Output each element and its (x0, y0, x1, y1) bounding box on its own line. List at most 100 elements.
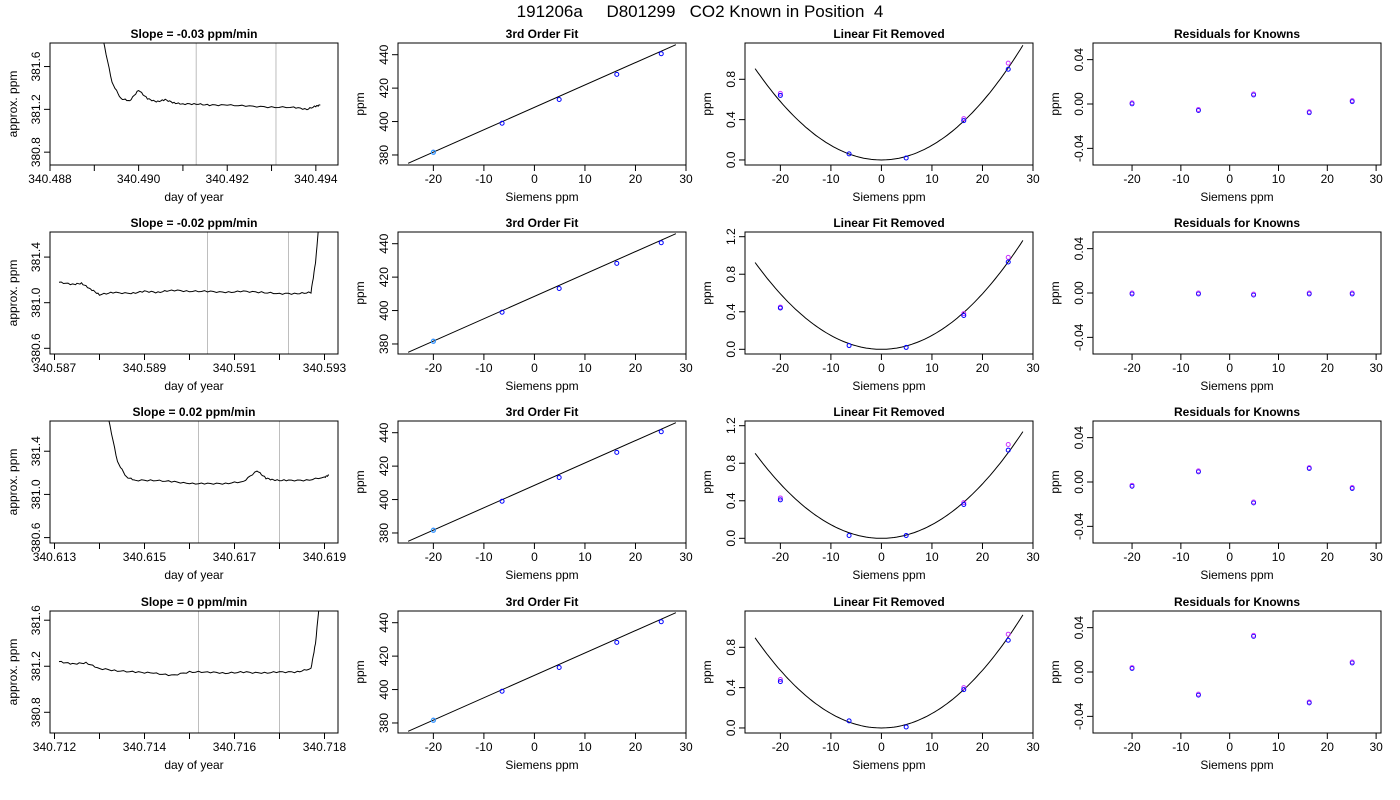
y-tick-label: 1.2 (724, 228, 738, 245)
plot-frame (744, 610, 1034, 734)
y-tick-label: 381.0 (29, 479, 43, 509)
x-tick-label: -20 (425, 361, 443, 375)
x-tick-label: 20 (629, 550, 643, 564)
data-point (556, 285, 562, 291)
chart-panel-r2c1: Slope = -0.02 ppm/min 340.587 340.589 340.5… (6, 216, 347, 393)
x-tick-label: -10 (822, 361, 840, 375)
plot-frame (744, 420, 1034, 544)
x-tick-label: 30 (1369, 740, 1383, 754)
data-point (658, 51, 664, 57)
data-point-overlay (1196, 469, 1201, 475)
chart-panel-r1c2: 3rd Order Fit -20 -10 0 10 20 30 380 400 420 440 Si… (353, 27, 693, 204)
data-point (556, 664, 562, 670)
plot-frame (1092, 420, 1382, 544)
plot-frame (49, 420, 339, 544)
panel-title: Slope = 0.02 ppm/min (132, 405, 255, 419)
x-tick-label: 340.589 (123, 361, 167, 375)
y-tick-label: 0.4 (724, 111, 738, 128)
x-axis-label: Siemens ppm (505, 758, 578, 772)
x-tick-label: -20 (772, 361, 790, 375)
plot-area (407, 612, 677, 732)
y-tick-label: 0.04 (1072, 237, 1086, 261)
data-point-overlay (1349, 660, 1355, 666)
x-tick-label: 10 (1272, 740, 1286, 754)
x-axis-label: Siemens ppm (1200, 379, 1273, 393)
x-tick-label: 20 (1321, 172, 1335, 186)
y-tick-label: 380 (377, 523, 391, 543)
chart-panel-r4c3: Linear Fit Removed -20 -10 0 10 20 30 0.0 0.4 0.8… (700, 595, 1040, 772)
x-tick-label: 10 (925, 361, 939, 375)
y-axis-label: ppm (700, 92, 714, 115)
y-axis-label: ppm (700, 281, 714, 304)
data-point-alt (1005, 60, 1011, 66)
x-tick-label: 30 (679, 740, 693, 754)
x-tick-label: -10 (1172, 740, 1190, 754)
x-tick-label: 10 (925, 550, 939, 564)
data-point-overlay (1196, 692, 1201, 698)
x-axis-label: Siemens ppm (505, 568, 578, 582)
x-tick-label: 340.488 (28, 172, 72, 186)
x-tick-label: 20 (976, 361, 990, 375)
x-tick-label: 0 (1226, 550, 1233, 564)
x-tick-label: -10 (822, 550, 840, 564)
x-tick-label: 10 (1272, 361, 1286, 375)
plot-frame (397, 420, 687, 544)
x-axis-label: day of year (164, 758, 223, 772)
x-tick-label: 0 (531, 361, 538, 375)
data-point-alt (1005, 254, 1011, 260)
data-point (499, 688, 505, 694)
x-tick-label: 20 (976, 740, 990, 754)
y-tick-label: 381.2 (29, 94, 43, 124)
y-tick-label: 380.8 (29, 137, 43, 167)
data-point-highlight (430, 717, 436, 723)
x-tick-label: -10 (822, 740, 840, 754)
y-axis-label: ppm (353, 470, 367, 493)
fit-curve (754, 240, 1024, 350)
x-tick-label: 340.714 (123, 740, 167, 754)
y-axis-label: ppm (353, 92, 367, 115)
y-axis-label: ppm (1048, 92, 1062, 115)
y-tick-label: 0.00 (1072, 281, 1086, 305)
y-tick-label: 0.0 (724, 341, 738, 358)
data-point-highlight (430, 338, 436, 344)
data-point-overlay (1306, 700, 1312, 706)
plot-frame (397, 42, 687, 166)
x-tick-label: 30 (1026, 172, 1040, 186)
x-axis-label: Siemens ppm (852, 190, 925, 204)
chart-panel-r1c3: Linear Fit Removed -20 -10 0 10 20 30 0.0 0.4 0.8… (700, 27, 1040, 204)
panel-title: Slope = -0.03 ppm/min (130, 27, 257, 41)
y-tick-label: 381.4 (29, 436, 43, 466)
panel-title: Residuals for Knowns (1174, 216, 1300, 230)
y-tick-label: 400 (377, 489, 391, 509)
plot-area (754, 45, 1024, 161)
data-point (556, 474, 562, 480)
y-tick-label: 0.04 (1072, 48, 1086, 72)
plot-area (754, 614, 1024, 730)
data-point-alt (777, 90, 783, 96)
panel-title: Linear Fit Removed (833, 27, 944, 41)
x-tick-label: 0 (531, 740, 538, 754)
data-point (556, 96, 562, 102)
y-tick-label: 420 (377, 646, 391, 666)
data-point (1005, 637, 1011, 643)
y-axis-label: ppm (1048, 470, 1062, 493)
y-axis-label: ppm (700, 470, 714, 493)
x-tick-label: 340.587 (33, 361, 77, 375)
y-tick-label: 0.0 (724, 530, 738, 547)
data-point-overlay (1196, 291, 1201, 297)
x-tick-label: 10 (1272, 550, 1286, 564)
fit-line (407, 44, 677, 164)
x-axis-label: Siemens ppm (1200, 190, 1273, 204)
x-tick-label: 340.591 (213, 361, 257, 375)
x-tick-label: 30 (1026, 550, 1040, 564)
x-tick-label: 340.490 (117, 172, 161, 186)
x-tick-label: 20 (629, 172, 643, 186)
data-point-overlay (1251, 634, 1256, 639)
x-axis-label: day of year (164, 379, 223, 393)
x-tick-label: 340.617 (213, 550, 257, 564)
data-point-alt (961, 116, 967, 122)
data-point-overlay (1129, 666, 1135, 671)
data-point-highlight (430, 149, 436, 155)
plot-frame (397, 610, 687, 734)
x-tick-label: -20 (425, 550, 443, 564)
